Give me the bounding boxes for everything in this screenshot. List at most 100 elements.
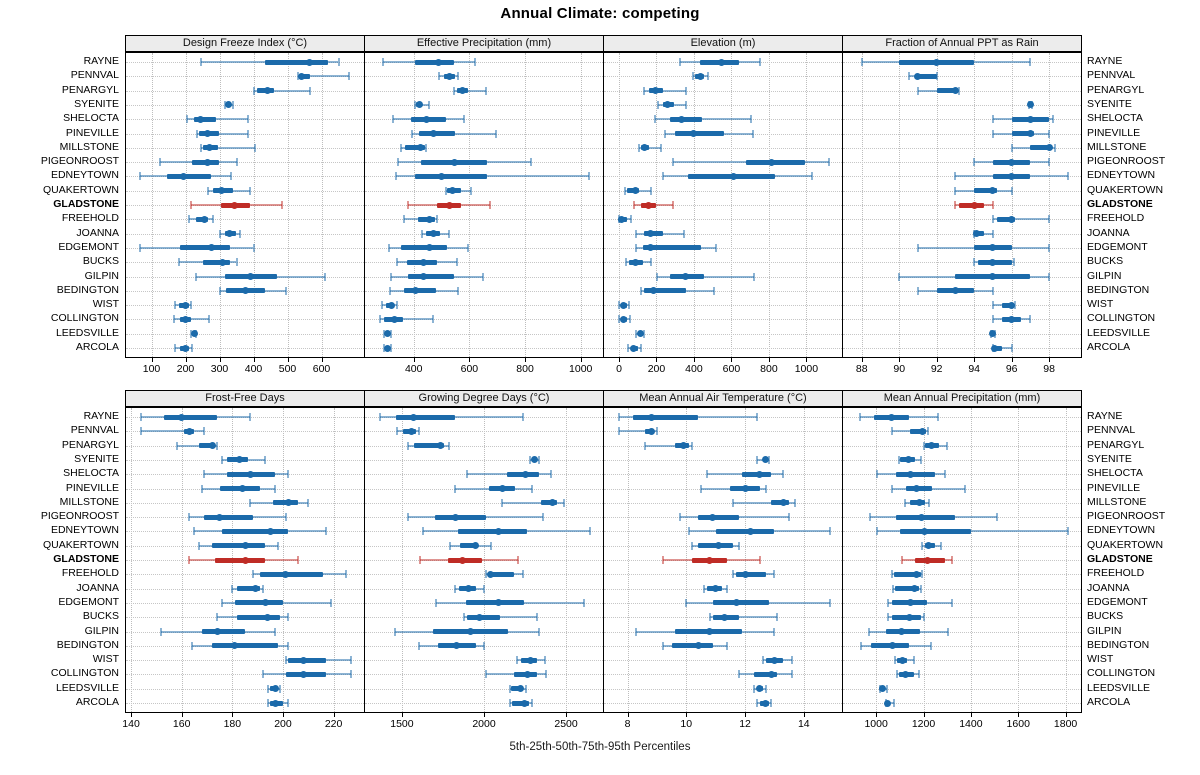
median-dot bbox=[419, 273, 427, 280]
whisker-cap bbox=[954, 186, 957, 195]
whisker-cap bbox=[466, 243, 469, 252]
gridline-horizontal bbox=[843, 703, 1081, 704]
whisker-cap bbox=[935, 72, 938, 81]
median-dot bbox=[715, 542, 723, 550]
axis-tick-label: 400 bbox=[685, 363, 703, 375]
median-dot bbox=[640, 144, 648, 152]
axis-tick-label: 200 bbox=[176, 363, 195, 375]
gridline-horizontal bbox=[126, 445, 364, 447]
median-dot bbox=[182, 301, 189, 309]
panel-strip: Elevation (m) bbox=[603, 35, 843, 52]
median-dot bbox=[902, 670, 910, 678]
median-dot bbox=[299, 656, 307, 664]
axis-tick-label: 800 bbox=[760, 363, 778, 375]
median-dot bbox=[1026, 115, 1034, 123]
station-label-left: GILPIN bbox=[84, 269, 119, 282]
median-dot bbox=[918, 427, 926, 435]
median-dot bbox=[205, 144, 213, 152]
whisker-cap bbox=[159, 158, 161, 167]
whisker-cap bbox=[1048, 243, 1051, 252]
whisker-cap bbox=[174, 301, 177, 310]
whisker-cap bbox=[411, 129, 414, 138]
whisker-cap bbox=[649, 258, 652, 267]
whisker-cap bbox=[726, 641, 729, 650]
iqr-bar bbox=[712, 600, 769, 606]
gridline-horizontal bbox=[843, 305, 1081, 307]
median-dot bbox=[452, 642, 460, 650]
whisker-cap bbox=[1053, 143, 1056, 152]
median-dot bbox=[1008, 315, 1016, 323]
whisker-line bbox=[644, 89, 687, 92]
whisker-cap bbox=[389, 286, 392, 295]
whisker-cap bbox=[350, 670, 353, 679]
median-dot bbox=[197, 115, 205, 123]
whisker-cap bbox=[922, 613, 925, 622]
gridline-horizontal bbox=[126, 348, 364, 349]
whisker-cap bbox=[189, 201, 192, 209]
gridline-horizontal bbox=[604, 445, 842, 447]
whisker-cap bbox=[172, 315, 175, 324]
station-label-left: FREEHOLD bbox=[61, 212, 119, 225]
whisker-cap bbox=[764, 484, 767, 493]
axis-tick bbox=[923, 713, 925, 717]
iqr-bar bbox=[746, 159, 805, 165]
median-dot bbox=[450, 158, 458, 166]
whisker-cap bbox=[444, 186, 447, 195]
median-dot bbox=[200, 215, 208, 223]
whisker-cap bbox=[922, 441, 925, 450]
station-label-right: SHELOCTA bbox=[1087, 112, 1143, 125]
gridline-horizontal bbox=[843, 219, 1081, 221]
whisker-line bbox=[992, 218, 1050, 221]
median-dot bbox=[458, 87, 466, 95]
axis-tick bbox=[232, 713, 234, 717]
whisker-cap bbox=[490, 541, 493, 550]
axis-tick-label: 500 bbox=[278, 363, 297, 375]
axis-tick-label: 1000 bbox=[864, 718, 888, 730]
panel-strip: Design Freeze Index (°C) bbox=[125, 35, 365, 52]
station-label-right: EDGEMONT bbox=[1087, 595, 1148, 608]
whisker-cap bbox=[235, 258, 238, 267]
gridline-horizontal bbox=[126, 104, 364, 106]
whisker-cap bbox=[644, 441, 647, 450]
whisker-cap bbox=[447, 441, 450, 450]
median-dot bbox=[422, 115, 430, 123]
median-dot bbox=[917, 513, 925, 521]
station-label-right: SHELOCTA bbox=[1087, 467, 1143, 480]
station-label-left: EDNEYTOWN bbox=[50, 169, 119, 182]
median-dot bbox=[889, 642, 897, 650]
axis-tick bbox=[627, 713, 629, 717]
whisker-cap bbox=[323, 272, 326, 281]
whisker-cap bbox=[896, 670, 899, 679]
whisker-cap bbox=[661, 556, 664, 564]
whisker-cap bbox=[793, 498, 796, 507]
whisker-line bbox=[187, 118, 249, 121]
station-label-right: BUCKS bbox=[1087, 610, 1124, 623]
whisker-cap bbox=[175, 441, 178, 450]
median-dot bbox=[884, 699, 892, 707]
gridline-horizontal bbox=[365, 190, 603, 192]
whisker-cap bbox=[211, 215, 214, 224]
whisker-line bbox=[141, 430, 205, 433]
whisker-cap bbox=[707, 72, 709, 81]
gridline-horizontal bbox=[365, 247, 603, 249]
median-dot bbox=[912, 485, 920, 492]
median-dot bbox=[620, 315, 628, 323]
iqr-bar bbox=[974, 188, 997, 194]
median-dot bbox=[697, 72, 704, 80]
axis-tick bbox=[131, 713, 133, 717]
whisker-cap bbox=[782, 470, 785, 479]
iqr-bar bbox=[237, 586, 261, 592]
axis-tick-label: 1800 bbox=[1053, 718, 1078, 730]
axis-tick-label: 600 bbox=[312, 363, 331, 375]
gridline-horizontal bbox=[126, 431, 364, 433]
whisker-cap bbox=[876, 470, 879, 479]
axis-tick bbox=[469, 358, 471, 362]
whisker-cap bbox=[752, 684, 755, 693]
station-label-left: SYENITE bbox=[74, 97, 119, 110]
whisker-cap bbox=[199, 58, 202, 66]
whisker-cap bbox=[397, 158, 400, 167]
gridline-horizontal bbox=[604, 104, 842, 106]
whisker-cap bbox=[454, 484, 457, 493]
gridline-horizontal bbox=[126, 219, 364, 221]
